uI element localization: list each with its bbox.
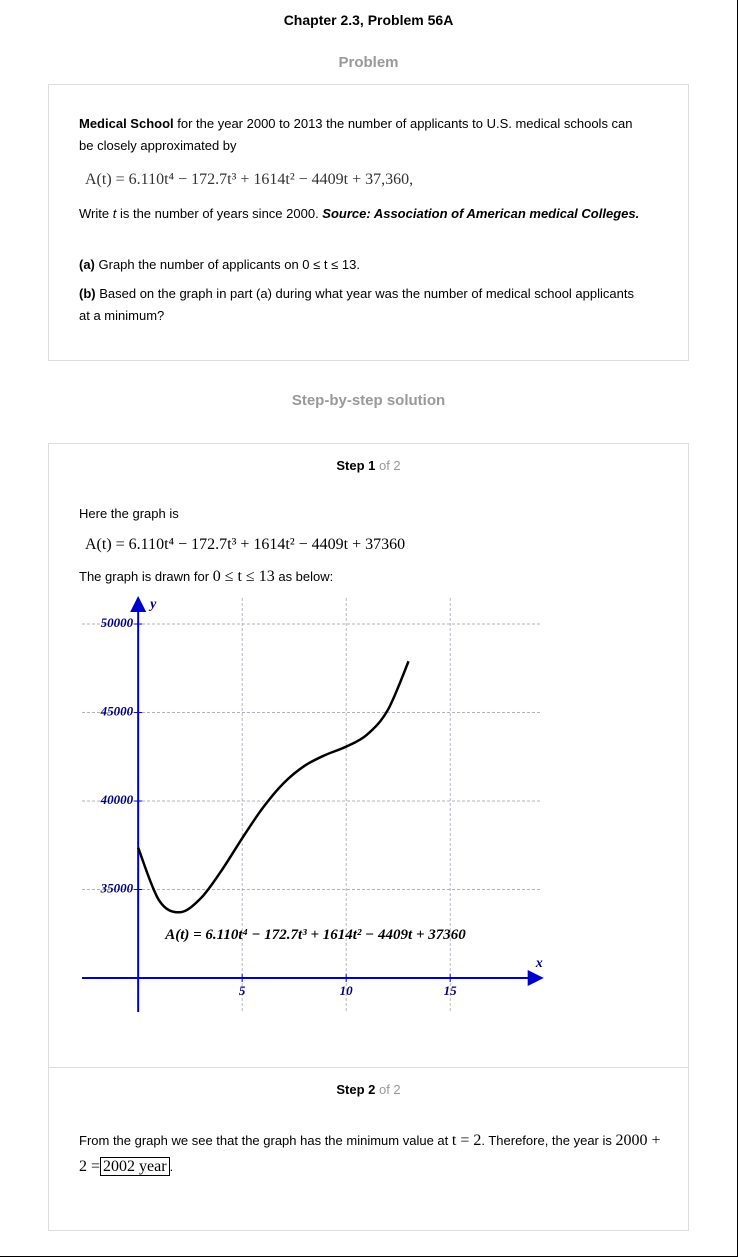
- curve: [137, 660, 410, 914]
- text: From the graph we see that the graph has…: [79, 1128, 669, 1180]
- text: Graph the number of applicants on 0 ≤ t …: [94, 257, 360, 272]
- step: Step 1: [336, 458, 376, 473]
- equation: A(t) = 6.110t⁴ − 172.7t³ + 1614t² − 4409…: [85, 171, 414, 188]
- step: Step 2: [336, 1082, 376, 1097]
- range: 0 ≤ t ≤ 13: [212, 568, 275, 585]
- y-tick-label: 45000: [100, 704, 134, 719]
- step-of: of 2: [375, 458, 401, 473]
- label: (a): [79, 257, 95, 272]
- label: (b): [79, 286, 96, 301]
- text: is the number of years since 2000.: [116, 206, 323, 221]
- step-label: Step 2 of 2: [49, 1082, 688, 1097]
- math: t = 2: [451, 1132, 482, 1149]
- text: From the graph we see that the graph has…: [79, 1133, 449, 1148]
- text: .: [169, 1159, 174, 1174]
- math: 2000 + 2 =: [79, 1132, 661, 1175]
- text: . Therefore, the year is: [481, 1133, 612, 1148]
- x-tick-label: 10: [340, 983, 354, 998]
- text: Based on the graph in part (a) during wh…: [79, 286, 634, 323]
- lead: Medical School: [79, 116, 174, 131]
- text: as below:: [278, 569, 334, 584]
- problem-box: Medical School for the year 2000 to 2013…: [48, 84, 689, 361]
- write-text: Write t is the number of years since 200…: [79, 203, 649, 225]
- chart: 35000 40000 45000 50000 5 10 15 x y A(t) = 6.110t…: [82, 596, 544, 1012]
- text: The graph is drawn for 0 ≤ t ≤ 13 as bel…: [79, 566, 333, 588]
- section-heading: Problem: [338, 54, 399, 71]
- solution-box: Step 1 of 2 Here the graph is A(t) = 6.1…: [48, 443, 689, 1231]
- answer: 2002 year: [100, 1157, 170, 1176]
- page-title: Chapter 2.3, Problem 56A: [283, 12, 454, 28]
- part-a: (a) Graph the number of applicants on 0 …: [79, 254, 360, 276]
- text: for the year 2000 to 2013 the number of …: [79, 116, 633, 153]
- text: The graph is drawn for: [79, 569, 210, 584]
- x-tick-label: 5: [239, 983, 246, 998]
- equation: A(t) = 6.110t⁴ − 172.7t³ + 1614t² − 4409…: [85, 536, 406, 553]
- part-b: (b) Based on the graph in part (a) durin…: [79, 283, 639, 327]
- annotation: A(t) = 6.110t⁴ − 172.7t³ + 1614t² − 4409…: [164, 927, 466, 943]
- step-of: of 2: [375, 1082, 401, 1097]
- y-tick-label: 35000: [100, 881, 134, 896]
- text: Here the graph is: [79, 506, 179, 521]
- x-axis-label: x: [535, 956, 543, 971]
- source: Source: Association of American medical …: [322, 206, 640, 221]
- text: Write: [79, 206, 113, 221]
- section-heading: Step-by-step solution: [291, 392, 446, 409]
- var: t: [112, 206, 117, 221]
- x-tick-label: 15: [444, 983, 458, 998]
- y-tick-label: 40000: [100, 792, 134, 807]
- step-label: Step 1 of 2: [49, 458, 688, 473]
- problem-intro: Medical School for the year 2000 to 2013…: [79, 113, 639, 157]
- y-tick-label: 50000: [101, 615, 134, 630]
- divider: [49, 1067, 688, 1068]
- y-axis-label: y: [148, 597, 157, 612]
